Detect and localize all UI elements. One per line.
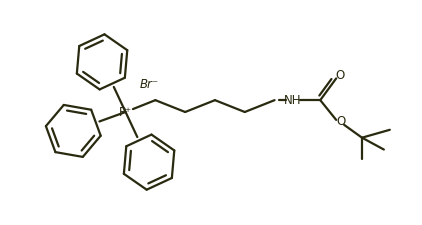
Text: Br⁻: Br⁻	[140, 78, 159, 91]
Text: O: O	[336, 115, 346, 128]
Text: NH: NH	[284, 94, 301, 107]
Text: P⁺: P⁺	[119, 106, 132, 119]
Text: O: O	[335, 69, 345, 82]
